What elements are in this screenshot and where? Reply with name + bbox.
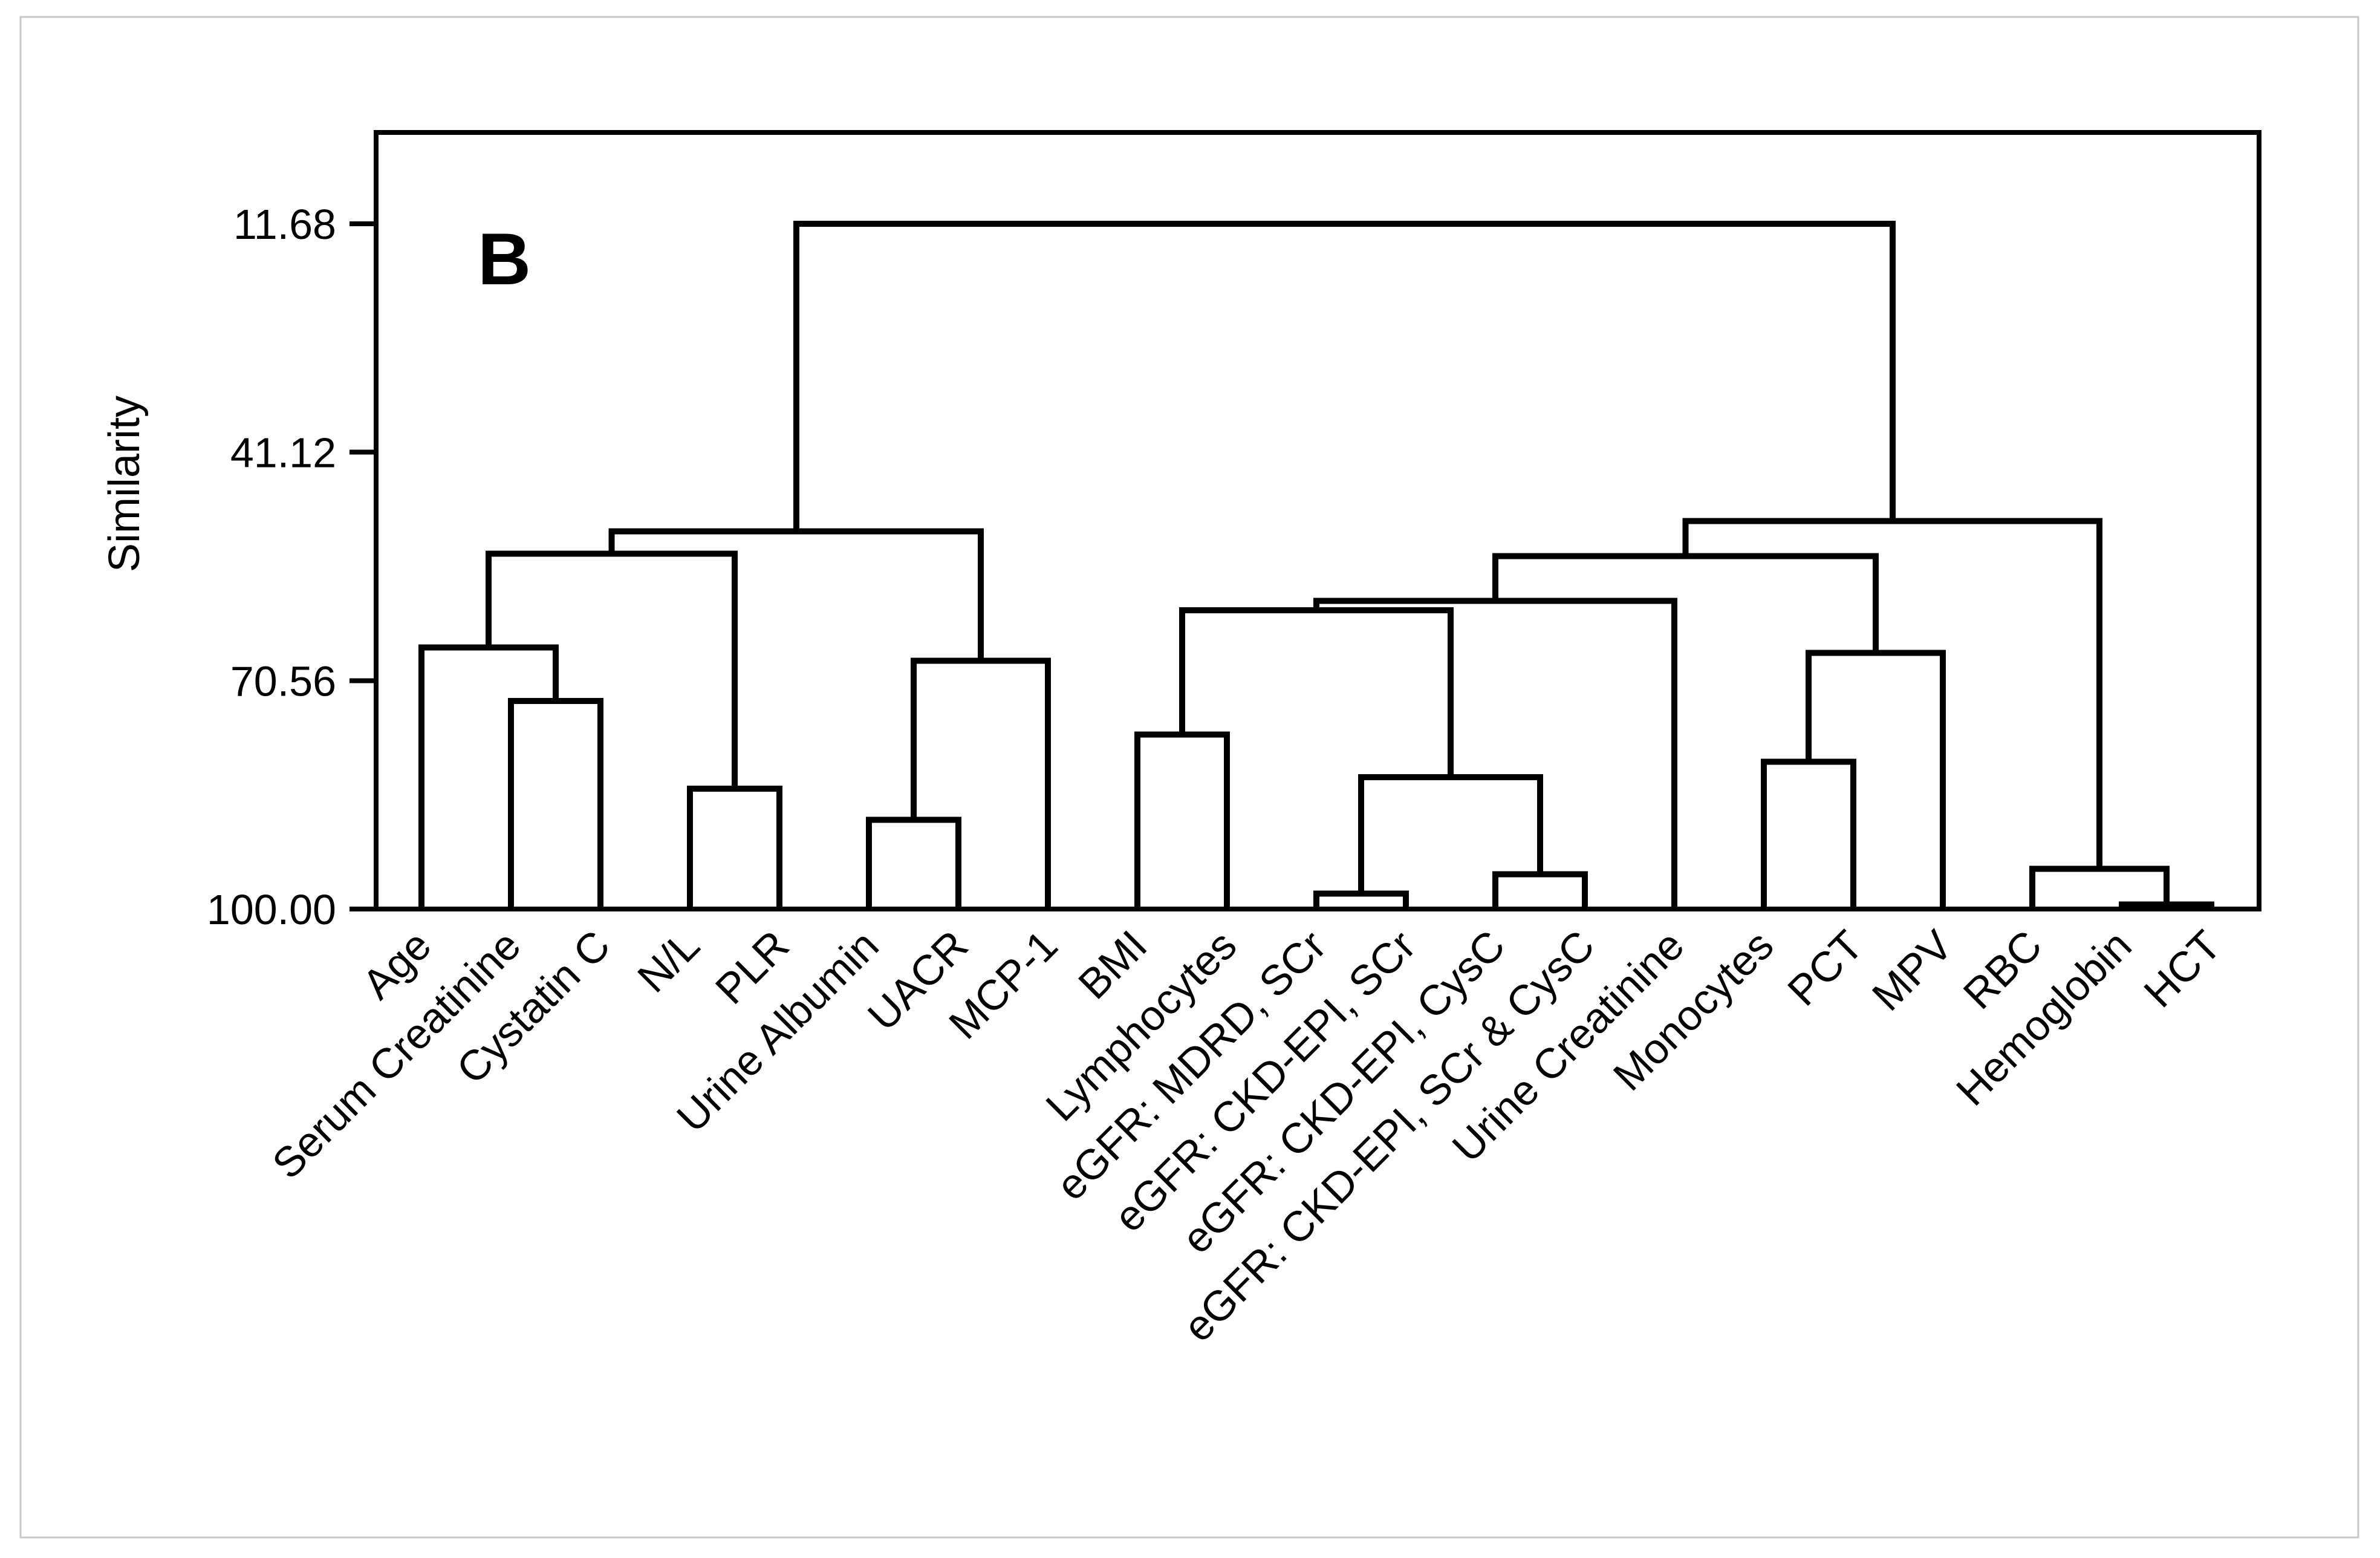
- dendrogram-branch: [486, 550, 738, 789]
- y-axis-tick-label: 70.56: [230, 657, 336, 705]
- y-axis-tick-label: 11.68: [233, 201, 336, 248]
- dendrogram-branch: [1806, 650, 1946, 909]
- y-axis-title: Similarity: [100, 396, 149, 572]
- y-axis-tick-label: 41.12: [230, 429, 336, 477]
- dendrogram-branch: [1358, 774, 1543, 894]
- x-axis-leaf-label: MPV: [1863, 921, 1962, 1020]
- dendrogram-branch: [1761, 758, 1856, 909]
- dendrogram-branch: [1492, 871, 1588, 909]
- dendrogram-branch: [1492, 553, 1879, 653]
- dendrogram-tree: [418, 221, 2214, 909]
- dendrogram-branch: [911, 657, 1051, 909]
- dendrogram-branch: [1179, 607, 1454, 777]
- panel-label: B: [478, 218, 531, 300]
- dendrogram-branch: [608, 528, 984, 661]
- dendrogram-branch: [1134, 731, 1230, 909]
- dendrogram-branch: [1313, 598, 1677, 909]
- y-axis-ticks: 11.68 41.12 70.56 100.00: [207, 201, 376, 933]
- x-axis-leaf-label: PCT: [1778, 921, 1871, 1014]
- figure-border: [19, 16, 2359, 1539]
- dendrogram-branch: [1682, 518, 2102, 869]
- dendrogram-branch: [687, 786, 782, 909]
- dendrogram-branch: [793, 221, 1896, 532]
- dendrogram-branch: [866, 816, 961, 909]
- y-axis-tick-label: 100.00: [207, 886, 336, 933]
- dendrogram-branch: [418, 644, 559, 909]
- x-axis-leaf-label: HCT: [2135, 921, 2230, 1016]
- x-axis-leaf-label: N/L: [628, 921, 708, 1001]
- dendrogram-branch: [508, 698, 603, 909]
